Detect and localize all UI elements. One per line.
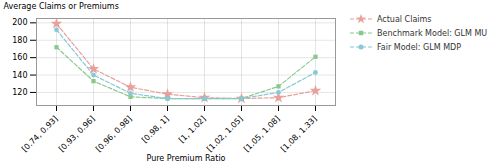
svg-text:[0.93, 0.96]: [0.93, 0.96] [57,114,97,154]
svg-text:200: 200 [12,18,27,27]
svg-text:Pure Premium Ratio: Pure Premium Ratio [146,154,225,163]
svg-text:[1, 1.02]: [1, 1.02] [177,114,208,145]
svg-text:[1.05, 1.08]: [1.05, 1.08] [242,114,282,154]
svg-text:140: 140 [12,71,27,80]
svg-text:120: 120 [12,88,27,97]
html-text:Actual Claims: Actual Claims [377,14,432,24]
svg-text:180: 180 [12,36,27,45]
svg-text:Average Claims or Premiums: Average Claims or Premiums [4,2,119,11]
svg-text:[0.74, 0.93]: [0.74, 0.93] [20,114,60,154]
svg-text:[1.08, 1.33]: [1.08, 1.33] [279,114,319,154]
html-text:Benchmark Model: GLM MU: Benchmark Model: GLM MU [377,28,488,38]
svg-text:160: 160 [12,53,27,62]
svg-text:[0.96, 0.98]: [0.96, 0.98] [94,114,134,154]
svg-text:[0.98, 1]: [0.98, 1] [140,114,171,145]
svg-text:[1.02, 1.05]: [1.02, 1.05] [205,114,245,154]
html-text:Fair Model: GLM MDP: Fair Model: GLM MDP [377,42,462,52]
